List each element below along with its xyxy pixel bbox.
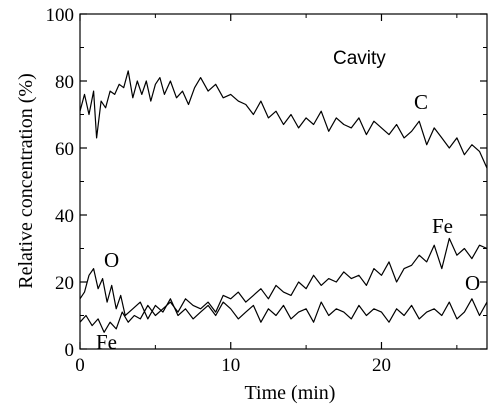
y-axis: 0 20 40 60 80 100 (46, 5, 487, 361)
series-label-fe-left: Fe (96, 330, 117, 354)
series-lines (79, 70, 488, 333)
x-axis: 0 10 20 (75, 14, 458, 376)
y-tick-label: 100 (46, 5, 75, 26)
series-line-o (79, 268, 488, 323)
x-axis-label: Time (min) (245, 382, 336, 404)
y-axis-label: Relative concentration (%) (15, 73, 37, 288)
y-tick-label: 60 (55, 139, 74, 160)
series-label-c: C (414, 90, 428, 114)
y-tick-label: 20 (55, 273, 74, 294)
x-tick-label: 0 (75, 355, 85, 376)
series-line-c (79, 70, 488, 169)
plot-frame (79, 13, 488, 350)
x-tick-label: 20 (372, 355, 391, 376)
series-label-fe: Fe (432, 214, 453, 238)
series-label-o-right: O (465, 271, 480, 295)
chart-annotation: Cavity (333, 48, 386, 69)
y-tick-label: 0 (65, 340, 75, 361)
series-line-fe (79, 237, 488, 333)
y-tick-label: 40 (55, 206, 74, 227)
y-tick-label: 80 (55, 72, 74, 93)
series-label-o-left: O (104, 248, 119, 272)
x-tick-label: 10 (221, 355, 240, 376)
